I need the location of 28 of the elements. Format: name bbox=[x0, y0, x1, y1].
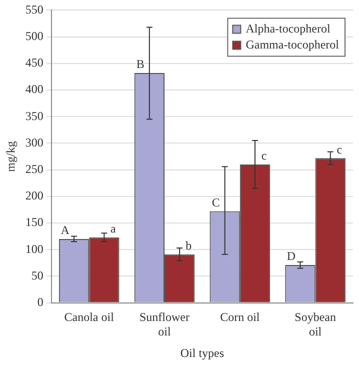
y-tick-label: 400 bbox=[25, 82, 44, 96]
legend-label: Gamma-tocopherol bbox=[246, 37, 340, 52]
y-tick-label: 50 bbox=[31, 268, 44, 282]
y-tick-label: 350 bbox=[25, 108, 44, 123]
y-tick-label: 250 bbox=[25, 162, 44, 176]
legend-label: Alpha-tocopherol bbox=[246, 21, 332, 36]
data-label: b bbox=[186, 238, 192, 253]
y-axis-title: mg/kg bbox=[3, 141, 18, 172]
y-tick-label: 550 bbox=[25, 2, 44, 16]
y-tick-label: 150 bbox=[25, 215, 44, 230]
y-tick-label: 100 bbox=[25, 242, 44, 256]
y-tick-label: 450 bbox=[25, 56, 44, 70]
x-axis-title: Oil types bbox=[180, 346, 224, 360]
data-label: B bbox=[136, 57, 144, 72]
data-label: D bbox=[286, 249, 296, 264]
y-tick-label: 0 bbox=[37, 294, 44, 309]
data-label: c bbox=[336, 142, 342, 156]
y-tick-label: 200 bbox=[25, 188, 44, 203]
x-tick-label: Soybean oil bbox=[294, 310, 336, 339]
data-label: a bbox=[110, 222, 117, 236]
x-tick-label: Sunflower oil bbox=[140, 310, 190, 339]
x-tick-label: Canola oil bbox=[64, 310, 115, 324]
y-tick-label: 500 bbox=[25, 28, 44, 43]
x-tick-label: Corn oil bbox=[220, 310, 260, 324]
data-label: C bbox=[212, 195, 220, 210]
data-label: A bbox=[60, 223, 70, 238]
data-label: c bbox=[261, 148, 267, 163]
y-tick-label: 300 bbox=[25, 135, 44, 150]
